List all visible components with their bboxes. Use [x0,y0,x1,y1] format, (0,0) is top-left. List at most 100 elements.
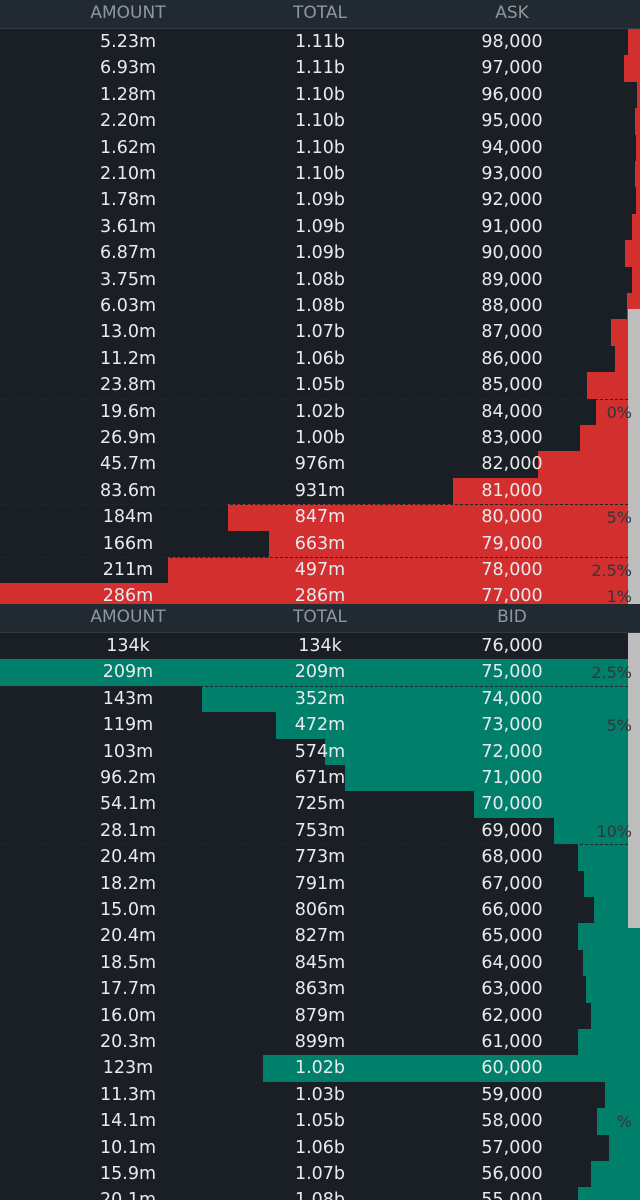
bid-row[interactable]: 18.2m 791m 67,000 [0,870,640,897]
ask-price-cell: 80,000 [481,507,543,528]
bid-depth-percent-label: 5% [606,716,632,736]
ask-row[interactable]: 2.10m 1.10b 93,000 [0,161,640,188]
ask-row[interactable]: 13.0m 1.07b 87,000 [0,319,640,346]
ask-price-cell: 83,000 [481,428,543,448]
bid-row[interactable]: 15.0m 806m 66,000 [0,897,640,924]
ask-price-cell: 92,000 [481,190,543,211]
ask-depth-bar [637,81,640,109]
ask-price-header: ASK [495,3,529,23]
ask-row[interactable]: 26.9m 1.00b 83,000 [0,425,640,452]
bid-amount-cell: 18.5m [99,952,157,973]
ask-total-cell: 931m [294,480,346,501]
bid-row[interactable]: 14.1m 1.05b 58,000% [0,1108,640,1135]
ask-row[interactable]: 286m 286m 77,000 1% [0,583,640,604]
ask-total-cell: 1.06b [294,348,346,369]
ask-scrollbar[interactable] [628,29,640,604]
ask-row[interactable]: 3.75m 1.08b 89,000 [0,266,640,293]
bid-row[interactable]: 103m 574m 72,000 [0,738,640,765]
ask-amount-cell: 3.75m [99,269,157,290]
ask-amount-cell: 6.03m [99,296,157,316]
bid-row[interactable]: 16.0m 879m 62,000 [0,1002,640,1029]
ask-price-cell: 96,000 [481,84,543,105]
bid-row[interactable]: 54.1m 725m 70,000 [0,791,640,818]
bid-total-cell: 1.02b [294,1058,346,1079]
bid-row[interactable]: 17.7m 863m 63,000 [0,976,640,1003]
ask-amount-header: AMOUNT [90,3,166,23]
ask-depth-bar [269,530,640,557]
ask-row[interactable]: 6.03m 1.08b 88,000 [0,293,640,320]
ask-row[interactable]: 184m 847m 80,000 5% [0,504,640,531]
ask-price-cell: 87,000 [481,322,543,343]
bid-total-header: TOTAL [293,607,347,627]
bid-row[interactable]: 96.2m 671m 71,000 [0,765,640,792]
bid-amount-cell: 209m [102,662,154,683]
ask-total-cell: 976m [294,454,346,475]
bid-row[interactable]: 28.1m 753m 69,000 10% [0,817,640,846]
bid-amount-cell: 17.7m [99,979,157,1000]
bid-total-cell: 671m [294,768,346,788]
bid-total-cell: 791m [294,873,346,894]
bid-depth-bar [578,1029,640,1056]
ask-row[interactable]: 1.62m 1.10b 94,000 [0,134,640,161]
bid-row[interactable]: 15.9m 1.07b 56,000 [0,1161,640,1188]
bid-row[interactable]: 123m 1.02b 60,000 [0,1055,640,1082]
bid-row[interactable]: 18.5m 845m 64,000 [0,949,640,977]
ask-row[interactable]: 19.6m 1.02b 84,000 0% [0,398,640,425]
bid-amount-cell: 134k [106,636,150,656]
ask-row[interactable]: 211m 497m 78,000 2.5% [0,557,640,584]
ask-row[interactable]: 1.28m 1.10b 96,000 [0,81,640,109]
bid-price-cell: 57,000 [481,1137,543,1158]
ask-column-header: AMOUNT TOTAL ASK [0,0,640,29]
bid-row[interactable]: 11.3m 1.03b 59,000 [0,1081,640,1109]
bid-total-cell: 879m [294,1005,346,1026]
bid-row[interactable]: 20.4m 827m 65,000 [0,923,640,950]
bid-price-cell: 73,000 [481,715,543,736]
ask-row[interactable]: 6.93m 1.11b 97,000 [0,55,640,82]
ask-row[interactable]: 6.87m 1.09b 90,000 [0,240,640,267]
bid-row[interactable]: 209m 209m 75,000 2.5% [0,659,640,687]
ask-depth-bar [0,583,640,604]
ask-depth-bar [625,240,640,267]
bid-price-cell: 60,000 [481,1058,543,1079]
ask-row[interactable]: 166m 663m 79,000 [0,530,640,558]
bid-row[interactable]: 143m 352m 74,000 [0,685,640,713]
bid-price-cell: 62,000 [481,1005,543,1026]
bid-depth-bar [0,659,640,686]
ask-scrollbar-thumb[interactable] [628,309,640,604]
ask-row[interactable]: 1.78m 1.09b 92,000 [0,187,640,214]
ask-row[interactable]: 23.8m 1.05b 85,000 [0,372,640,400]
bid-row[interactable]: 20.4m 773m 68,000 [0,844,640,871]
bid-scrollbar-thumb[interactable] [628,633,640,928]
ask-price-cell: 90,000 [481,243,543,264]
bid-row[interactable]: 10.1m 1.06b 57,000 [0,1134,640,1161]
bid-depth-bar [609,1134,640,1161]
bid-depth-bar [276,712,640,739]
ask-depth-bar [635,161,640,188]
ask-amount-cell: 2.20m [99,111,157,132]
ask-row[interactable]: 45.7m 976m 82,000 [0,451,640,478]
ask-amount-cell: 13.0m [99,322,157,343]
bid-price-cell: 67,000 [481,873,543,894]
bid-row[interactable]: 134k 134k 76,000 [0,633,640,659]
ask-row[interactable]: 83.6m 931m 81,000 [0,477,640,506]
ask-amount-cell: 166m [102,533,154,554]
ask-total-cell: 1.05b [294,375,346,396]
bid-price-cell: 70,000 [481,794,543,815]
ask-row[interactable]: 11.2m 1.06b 86,000 [0,345,640,373]
bid-scrollbar[interactable] [628,633,640,1200]
bid-amount-cell: 18.2m [99,873,157,894]
bid-row[interactable]: 20.3m 899m 61,000 [0,1029,640,1056]
ask-depth-bar [632,266,640,293]
ask-row[interactable]: 5.23m 1.11b 98,000 [0,29,640,56]
ask-total-cell: 663m [294,533,346,554]
bid-row[interactable]: 119m 472m 73,000 5% [0,712,640,739]
bid-depth-percent-label: 10% [596,821,632,841]
bid-depth-bar [605,1081,640,1109]
bid-depth-percent-label: 2.5% [591,663,632,683]
ask-price-cell: 79,000 [481,533,543,554]
ask-row[interactable]: 3.61m 1.09b 91,000 [0,213,640,241]
bid-row[interactable]: 20.1m 1.08b 55,000 [0,1187,640,1200]
ask-row[interactable]: 2.20m 1.10b 95,000 [0,108,640,135]
ask-total-cell: 1.09b [294,243,346,264]
bid-amount-cell: 54.1m [99,794,157,815]
